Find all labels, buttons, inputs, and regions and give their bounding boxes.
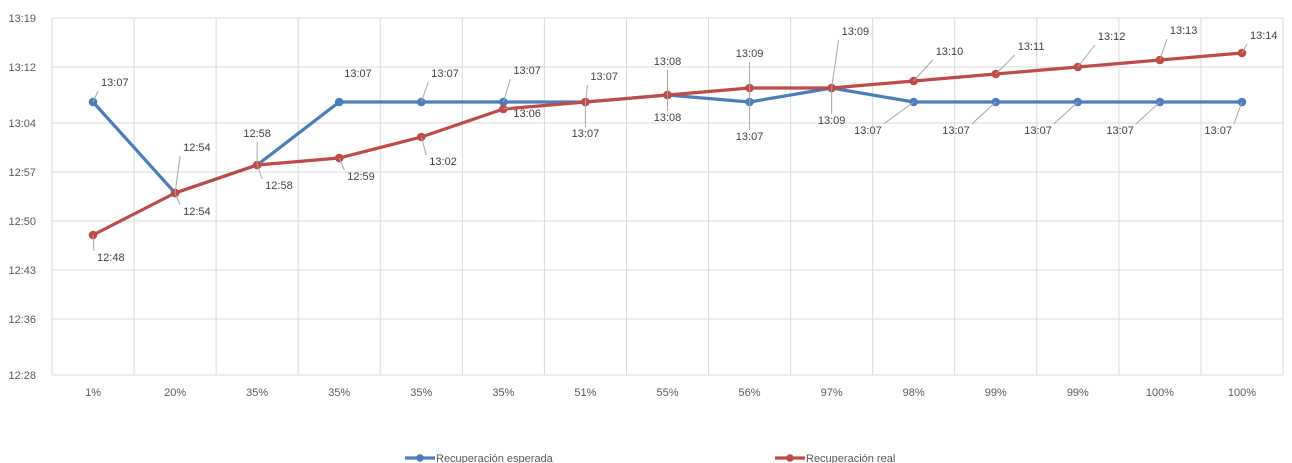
label-leader-line [420, 136, 427, 156]
x-tick-label: 1% [85, 387, 101, 399]
y-tick-label: 12:36 [8, 314, 36, 326]
series-1-data-label: 12:54 [183, 206, 211, 218]
label-leader-line [1241, 43, 1248, 54]
label-leader-line [883, 101, 914, 125]
label-leader-line [503, 106, 511, 110]
x-tick-label: 98% [903, 387, 925, 399]
series-1-data-label: 13:07 [344, 68, 372, 80]
y-tick-label: 12:43 [8, 265, 36, 277]
series-1-data-label: 13:07 [942, 125, 970, 137]
legend: Recuperación esperada Recuperación real [405, 453, 895, 463]
series-1-point [334, 97, 344, 107]
series-2-data-label: 13:14 [1250, 30, 1278, 42]
legend-label-2: Recuperación real [806, 453, 895, 463]
label-leader-line [1159, 38, 1168, 61]
y-tick-label: 12:57 [8, 167, 36, 179]
series-2-data-label: 13:07 [736, 131, 764, 143]
legend-marker-1 [416, 454, 424, 462]
legend-marker-2 [786, 454, 794, 462]
series-2-data-label: 12:54 [183, 142, 211, 154]
series-2-data-label: 13:13 [1170, 25, 1198, 37]
x-tick-label: 35% [410, 387, 432, 399]
label-leader-line [913, 59, 934, 82]
label-leader-line [1077, 44, 1096, 68]
y-tick-label: 12:28 [8, 370, 36, 382]
series-2-data-label: 12:48 [97, 252, 125, 264]
y-tick-label: 13:04 [8, 118, 36, 130]
series-1-point [88, 97, 98, 107]
x-tick-label: 35% [492, 387, 514, 399]
series-2-data-label: 12:58 [265, 180, 293, 192]
series-1-data-label: 13:07 [513, 65, 541, 77]
series-2-data-label: 13:11 [1018, 41, 1045, 53]
x-tick-label: 99% [1067, 387, 1089, 399]
series-2-data-label: 13:07 [572, 128, 600, 140]
series-1-data-label: 13:07 [1204, 125, 1232, 137]
x-tick-label: 56% [739, 387, 761, 399]
series-2-data-label: 13:10 [936, 46, 964, 58]
y-axis: 12:28 12:36 12:43 12:50 12:57 13:04 13:12 13:19 [8, 13, 36, 382]
series-2-data-label: 13:02 [429, 156, 457, 168]
series-2-point [1155, 55, 1165, 65]
series-2-data-label: 13:12 [1098, 31, 1126, 43]
series-1-data-label: 12:58 [243, 128, 271, 140]
series-2-data-label: 13:08 [654, 112, 682, 124]
series-1-data-label: 13:09 [842, 26, 870, 38]
label-leader-line [502, 78, 511, 103]
label-leader-line [174, 192, 181, 206]
x-tick-label: 51% [574, 387, 596, 399]
x-tick-label: 20% [164, 387, 186, 399]
label-leader-line [1233, 101, 1243, 125]
series-1-data-label: 13:08 [654, 56, 682, 68]
x-tick-label: 99% [985, 387, 1007, 399]
series-1-data-label: 13:07 [1024, 125, 1052, 137]
label-leader-line [338, 157, 345, 171]
label-leader-line [92, 234, 95, 252]
y-tick-label: 12:50 [8, 216, 36, 228]
series-2-data-label: 13:09 [818, 115, 846, 127]
label-leader-line [92, 90, 99, 103]
x-tick-label: 35% [328, 387, 350, 399]
label-leader-line [995, 54, 1016, 75]
series-2-data-label: 12:59 [347, 171, 375, 183]
legend-label-1: Recuperación esperada [436, 453, 554, 463]
series-2-point [1237, 48, 1247, 58]
label-leader-line [971, 101, 997, 125]
x-axis: 1% 20% 35% 35% 35% 35% 51% 55% 56% 97% 98% 99% 99% 10… [85, 387, 1256, 399]
label-leader-line [1053, 101, 1079, 125]
data-labels: 13:07 12:54 12:58 13:07 13:07 13:07 13:07 13:08… [92, 25, 1278, 264]
series-1-data-label: 13:07 [854, 125, 882, 137]
series-1-data-label: 13:09 [736, 48, 764, 60]
label-leader-line [174, 155, 181, 194]
series-1-data-label: 13:07 [590, 71, 618, 83]
label-leader-line [584, 84, 588, 103]
x-tick-label: 97% [821, 387, 843, 399]
series-2-data-label: 13:06 [513, 108, 541, 120]
label-leader-line [256, 164, 263, 180]
y-tick-label: 13:12 [8, 62, 36, 74]
x-tick-label: 100% [1146, 387, 1174, 399]
series-1-data-label: 13:07 [431, 68, 459, 80]
label-leader-line [420, 81, 429, 103]
x-tick-label: 100% [1228, 387, 1256, 399]
label-leader-line [831, 39, 840, 89]
series-1-data-label: 13:07 [1106, 125, 1134, 137]
x-tick-label: 35% [246, 387, 268, 399]
grid-lines [51, 17, 1284, 376]
label-leader-line [1135, 101, 1161, 125]
x-tick-label: 55% [656, 387, 678, 399]
y-tick-label: 13:19 [8, 13, 36, 25]
series-1-data-label: 13:07 [101, 77, 129, 89]
